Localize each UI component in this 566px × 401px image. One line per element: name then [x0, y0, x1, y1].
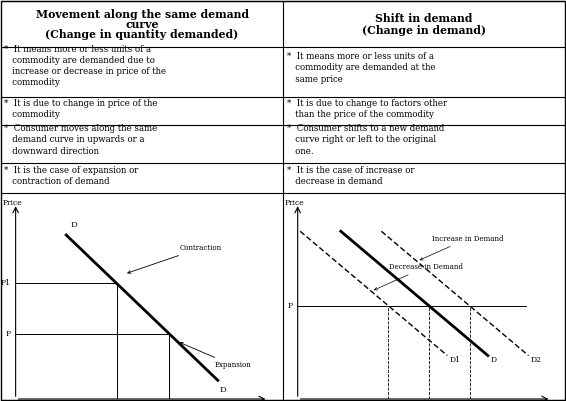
Text: P: P: [6, 330, 11, 338]
Text: (Change in demand): (Change in demand): [362, 24, 486, 36]
Text: curve: curve: [125, 18, 158, 30]
Text: P: P: [288, 302, 293, 310]
Text: Movement along the same demand: Movement along the same demand: [36, 10, 248, 20]
Text: Decrease in Demand: Decrease in Demand: [375, 263, 463, 290]
Text: *  It means more or less units of a
   commodity are demanded due to
   increase: * It means more or less units of a commo…: [4, 45, 166, 87]
Text: *  It means more or less units of a
   commodity are demanded at the
   same pri: * It means more or less units of a commo…: [287, 53, 436, 83]
Text: *  Consumer shifts to a new demand
   curve right or left to the original
   one: * Consumer shifts to a new demand curve …: [287, 124, 444, 156]
Text: *  It is due to change in price of the
   commodity: * It is due to change in price of the co…: [4, 99, 157, 119]
Text: D1: D1: [450, 356, 461, 364]
Text: *  It is the case of increase or
   decrease in demand: * It is the case of increase or decrease…: [287, 166, 414, 186]
Text: *  It is the case of expansion or
   contraction of demand: * It is the case of expansion or contrac…: [4, 166, 138, 186]
Text: D: D: [491, 356, 496, 364]
Text: Price: Price: [3, 199, 23, 207]
Text: Shift in demand: Shift in demand: [375, 14, 473, 24]
Text: (Change in quantity demanded): (Change in quantity demanded): [45, 28, 239, 40]
Text: Expansion: Expansion: [180, 342, 251, 369]
Text: *  It is due to change to factors other
   than the price of the commodity: * It is due to change to factors other t…: [287, 99, 447, 119]
Text: D: D: [220, 386, 226, 394]
Text: Increase in Demand: Increase in Demand: [420, 235, 504, 260]
Text: D2: D2: [531, 356, 542, 364]
Text: Contraction: Contraction: [128, 244, 222, 273]
Text: P1: P1: [1, 279, 11, 288]
Text: D: D: [70, 221, 77, 229]
Text: Price: Price: [285, 199, 305, 207]
Text: *  Consumer moves along the same
   demand curve in upwards or a
   downward dir: * Consumer moves along the same demand c…: [4, 124, 157, 156]
